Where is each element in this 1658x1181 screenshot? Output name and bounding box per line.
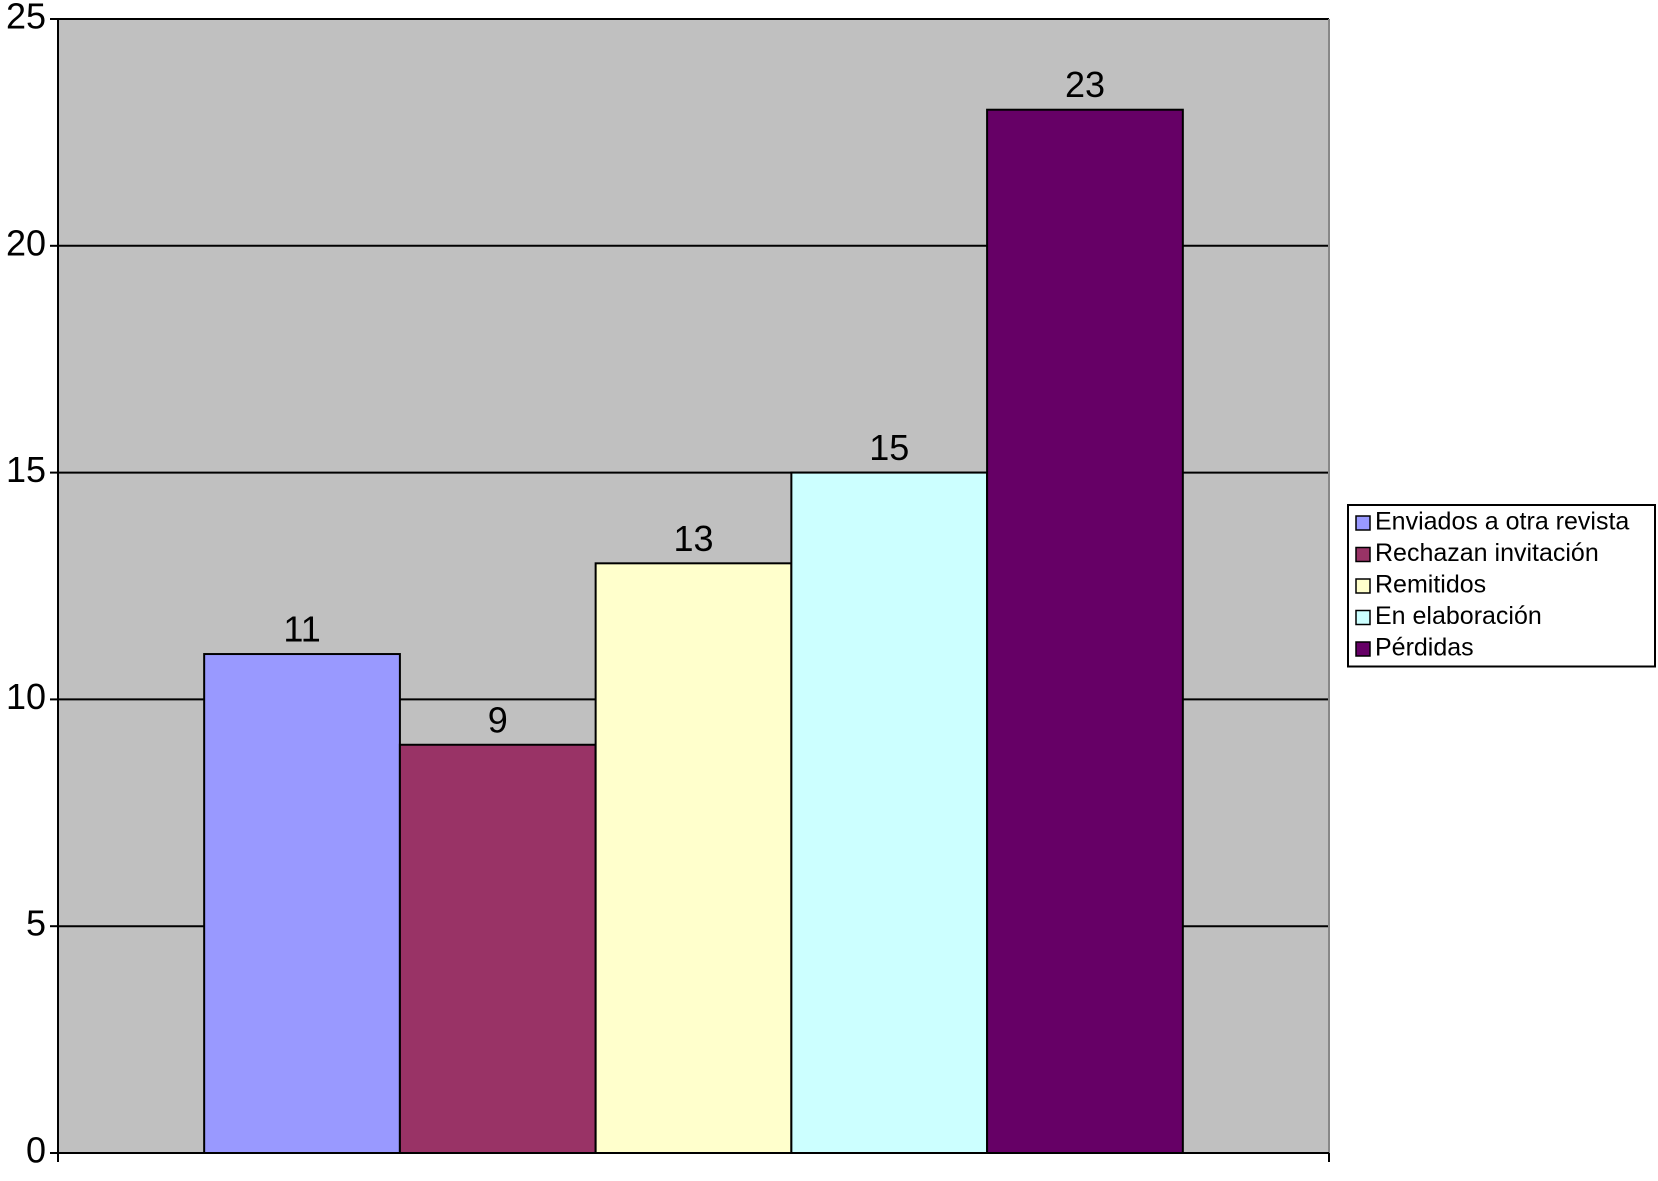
bar bbox=[986, 108, 1184, 1155]
legend-label: En elaboración bbox=[1375, 602, 1542, 630]
data-label: 9 bbox=[488, 699, 508, 740]
y-tick-label: 5 bbox=[26, 903, 46, 944]
y-tick-label: 25 bbox=[6, 0, 46, 37]
legend-label: Pérdidas bbox=[1375, 634, 1474, 662]
legend-marker bbox=[1355, 641, 1371, 657]
data-label: 23 bbox=[1065, 64, 1105, 105]
bar bbox=[203, 653, 401, 1154]
data-label: 15 bbox=[869, 427, 909, 468]
y-tick-label: 20 bbox=[6, 222, 46, 263]
legend-label: Rechazan invitación bbox=[1375, 539, 1599, 567]
y-tick-label: 0 bbox=[26, 1130, 46, 1171]
legend-marker bbox=[1355, 515, 1371, 531]
data-label: 13 bbox=[673, 518, 713, 559]
legend-marker bbox=[1355, 609, 1371, 626]
bar bbox=[790, 471, 989, 1155]
legend-label: Remitidos bbox=[1375, 571, 1486, 599]
bar bbox=[594, 562, 793, 1154]
y-tick-label: 15 bbox=[6, 449, 46, 490]
legend-label: Enviados a otra revista bbox=[1375, 508, 1629, 536]
legend-box bbox=[1347, 504, 1656, 668]
y-tick-label: 10 bbox=[6, 676, 46, 717]
bar bbox=[398, 743, 597, 1154]
legend-marker bbox=[1355, 578, 1371, 594]
data-label: 11 bbox=[283, 609, 320, 650]
legend-marker bbox=[1355, 546, 1371, 563]
